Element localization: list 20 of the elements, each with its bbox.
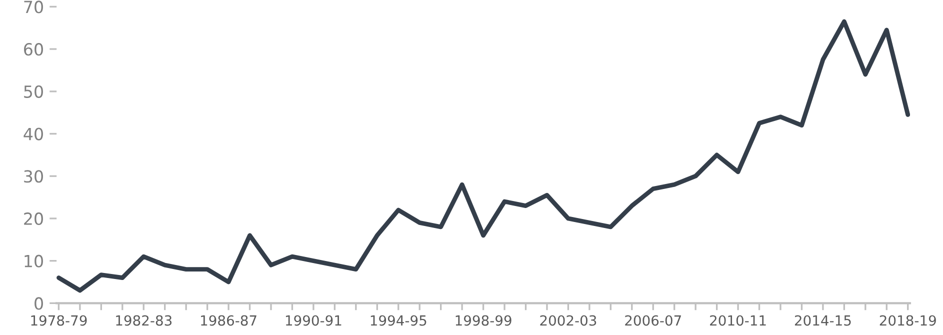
y-tick-label: 50: [24, 85, 43, 98]
y-tick-label: 40: [24, 128, 43, 140]
x-tick-label: 1998-99: [456, 315, 512, 326]
x-tick-label: 1982-83: [116, 315, 172, 326]
y-tick-label: 20: [24, 212, 43, 226]
x-tick-label: 1990-91: [286, 315, 342, 326]
x-tick-label: 1986-87: [201, 315, 256, 326]
line-series: [56, 19, 910, 293]
x-tick-label: 1978-79: [31, 315, 87, 326]
y-tick-label: 60: [24, 43, 43, 56]
y-tick-label: 0: [34, 297, 43, 310]
x-tick-label: 2002-03: [540, 315, 596, 326]
y-tick-label: 30: [24, 170, 43, 183]
x-tick-label: 2018-19: [880, 315, 936, 326]
y-tick-label: 70: [24, 0, 43, 14]
x-tick-label: 2010-11: [710, 315, 766, 326]
x-tick-label: 2014-15: [794, 315, 851, 326]
x-tick-label: 1994-95: [370, 315, 426, 326]
y-tick-label: 10: [24, 254, 43, 268]
x-tick-label: 2006-07: [625, 315, 681, 326]
